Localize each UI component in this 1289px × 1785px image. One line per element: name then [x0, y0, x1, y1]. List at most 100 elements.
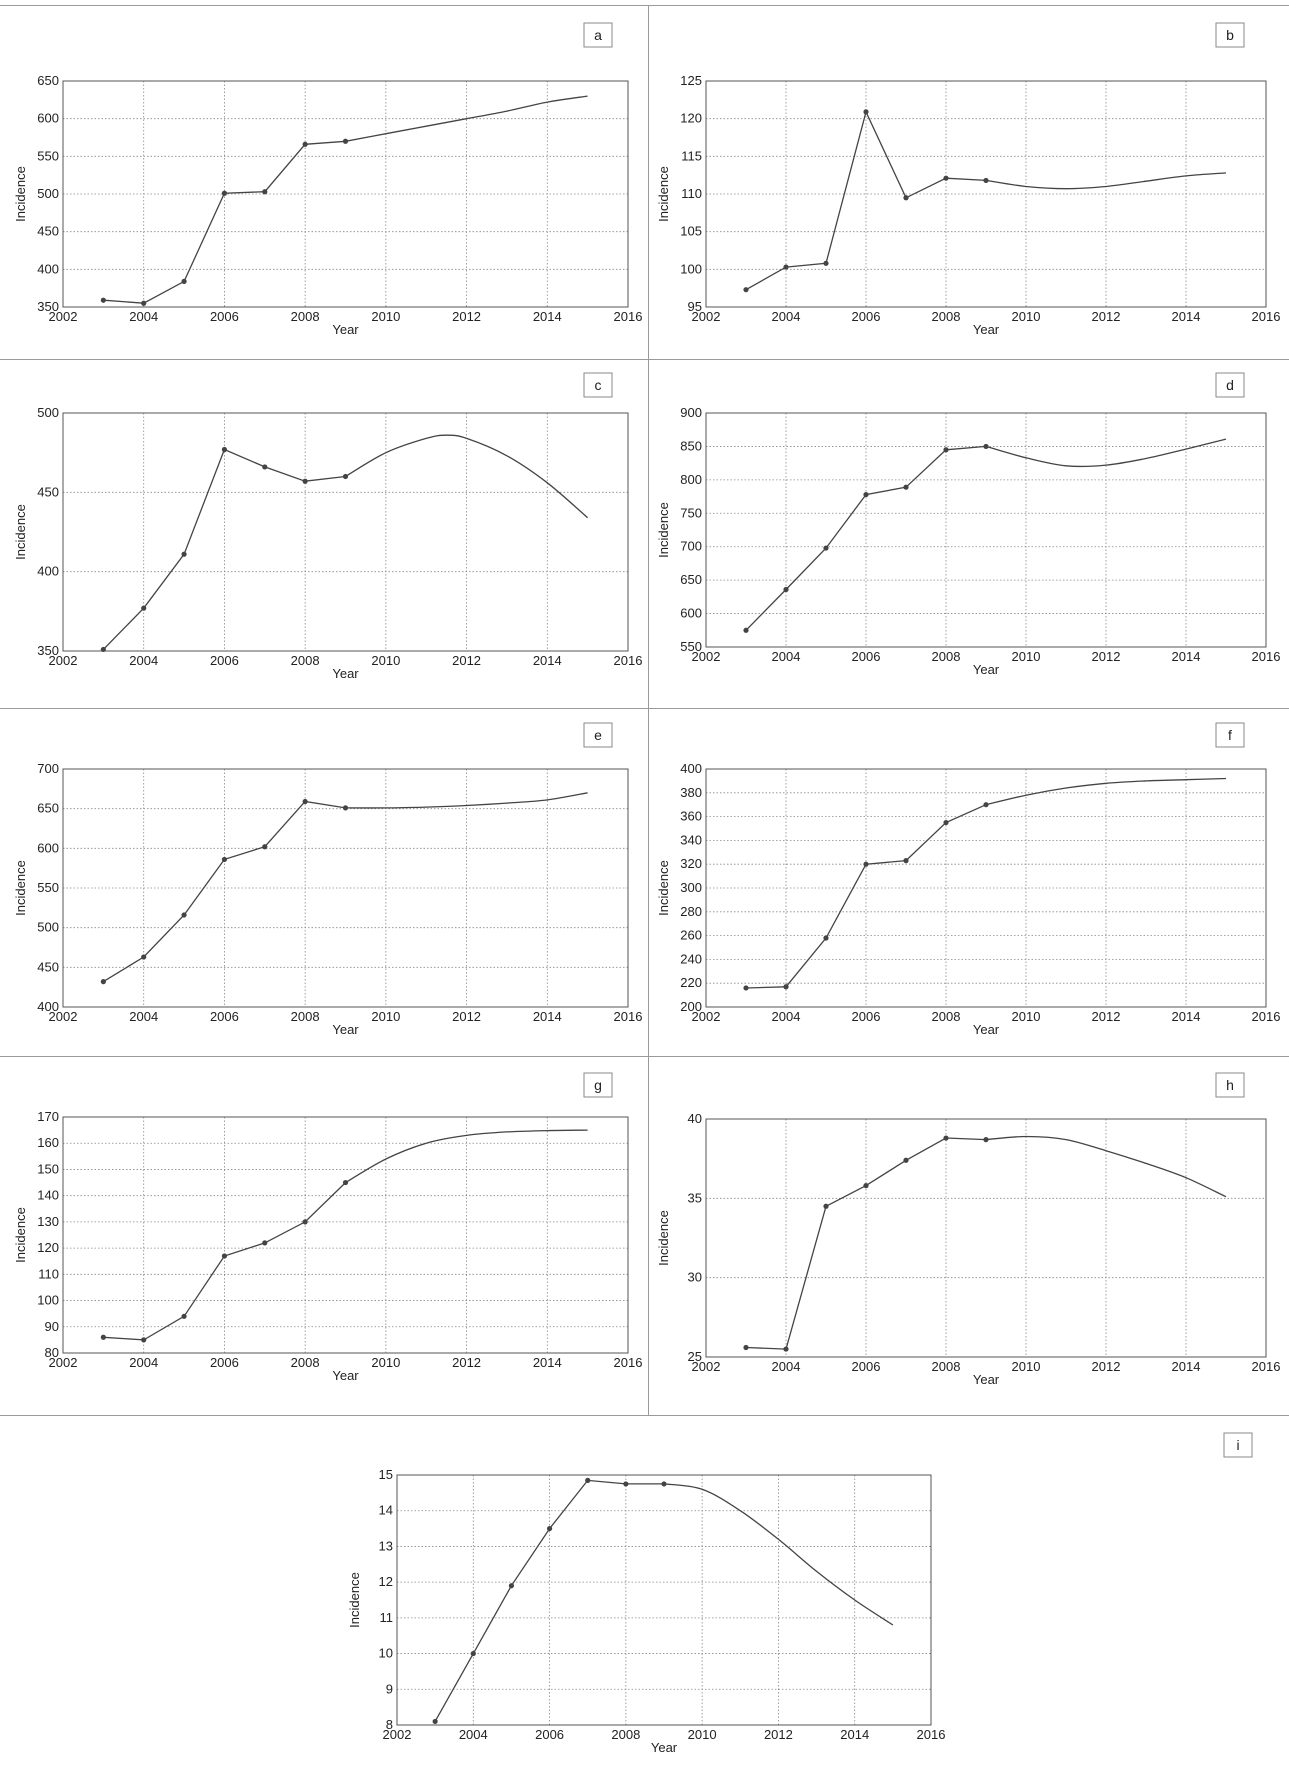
- y-tick-label: 500: [37, 186, 59, 201]
- panel-divider: [648, 5, 649, 1415]
- data-point: [262, 1240, 268, 1246]
- y-tick-label: 100: [680, 261, 702, 276]
- y-tick-label: 450: [37, 959, 59, 974]
- data-point: [141, 1337, 147, 1343]
- x-tick-label: 2008: [932, 649, 961, 664]
- plot-frame: [62, 412, 629, 652]
- plot-frame: [705, 768, 1267, 1008]
- forecast-series-line: [663, 1483, 894, 1626]
- data-point: [302, 141, 308, 147]
- data-point: [863, 491, 869, 498]
- data-point: [943, 447, 949, 453]
- data-point: [783, 1346, 789, 1352]
- data-point: [743, 287, 749, 293]
- panel-letter: a: [594, 27, 602, 43]
- data-point: [623, 1481, 629, 1487]
- x-tick-label: 2016: [614, 1355, 643, 1370]
- y-tick-label: 150: [37, 1161, 59, 1176]
- panel-divider: [0, 1415, 1289, 1416]
- x-tick-label: 2010: [371, 1355, 400, 1370]
- y-tick-label: 80: [45, 1345, 59, 1360]
- y-tick-label: 360: [680, 809, 702, 824]
- x-tick-label: 2006: [210, 1355, 239, 1370]
- x-tick-label: 2004: [772, 1009, 801, 1024]
- observed-series-line: [102, 448, 346, 650]
- panel-letter: f: [1228, 727, 1232, 743]
- forecast-series-line: [345, 95, 588, 142]
- y-tick-label: 11: [380, 1610, 394, 1625]
- data-point: [823, 935, 829, 941]
- y-tick-label: 105: [680, 224, 702, 239]
- y-axis-title: Incidence: [13, 504, 28, 560]
- x-tick-label: 2014: [533, 653, 562, 668]
- y-tick-label: 10: [379, 1646, 393, 1661]
- x-tick-label: 2012: [1092, 1359, 1121, 1374]
- y-tick-label: 110: [681, 186, 702, 201]
- x-tick-label: 2002: [692, 1359, 721, 1374]
- plot-frame: [705, 412, 1267, 648]
- x-tick-label: 2012: [1092, 309, 1121, 324]
- chart-svg: f 2002 2004 2006 2008 2010 2012 2014 2016 200 220 2…: [656, 722, 1280, 1037]
- x-tick-label: 2008: [291, 653, 320, 668]
- panel-divider: [0, 5, 1289, 6]
- y-tick-label: 35: [688, 1190, 702, 1205]
- data-point: [546, 1525, 553, 1532]
- y-tick-label: 650: [37, 73, 59, 88]
- data-point: [470, 1650, 476, 1657]
- chart-svg: c 2002 2004 2006 2008 2010 2012 2014 2016 350 400 4…: [13, 372, 642, 681]
- y-tick-label: 340: [680, 832, 702, 847]
- y-tick-label: 8: [386, 1717, 393, 1732]
- y-tick-label: 400: [37, 999, 59, 1014]
- y-tick-label: 120: [680, 111, 702, 126]
- chart-svg: a 2002 2004 2006 2008 2010 2012 2014 2016 350 400 4…: [13, 22, 642, 337]
- grid: [63, 413, 628, 651]
- y-tick-label: 40: [688, 1111, 702, 1126]
- data-point: [342, 473, 349, 480]
- data-point: [783, 586, 789, 593]
- x-tick-label: 2002: [692, 309, 721, 324]
- grid: [63, 769, 628, 1007]
- data-point: [262, 189, 268, 195]
- panel-letter-box: [1215, 372, 1245, 398]
- data-point: [983, 1137, 989, 1143]
- chart-svg: b 2002 2004 2006 2008 2010 2012 2014 2016 95 100 10…: [656, 22, 1281, 337]
- x-tick-label: 2004: [772, 309, 801, 324]
- x-tick-label: 2016: [614, 1009, 643, 1024]
- x-tick-label: 2006: [852, 649, 881, 664]
- plot-frame: [62, 80, 629, 308]
- y-tick-label: 350: [37, 299, 59, 314]
- x-tick-label: 2012: [452, 1009, 481, 1024]
- data-point: [221, 856, 228, 863]
- x-tick-label: 2010: [371, 309, 400, 324]
- chart-panel-g: g 2002 2004 2006 2008 2010 2012 2014 2016 80 90 100…: [8, 1055, 648, 1415]
- y-axis-title: Incidence: [656, 1210, 671, 1266]
- y-tick-label: 200: [680, 999, 702, 1014]
- chart-panel-b: b 2002 2004 2006 2008 2010 2012 2014 2016 95 100 10…: [648, 5, 1288, 355]
- data-point: [508, 1583, 515, 1589]
- x-tick-label: 2006: [210, 653, 239, 668]
- y-tick-label: 380: [680, 785, 702, 800]
- y-tick-label: 400: [680, 761, 702, 776]
- panel-letter-box: [1215, 22, 1245, 48]
- x-tick-label: 2002: [383, 1727, 412, 1742]
- y-tick-label: 500: [37, 920, 59, 935]
- data-point: [342, 805, 349, 811]
- data-point: [302, 1219, 308, 1225]
- x-tick-label: 2010: [688, 1727, 717, 1742]
- x-axis-title: Year: [332, 666, 359, 681]
- data-point: [943, 175, 949, 181]
- x-tick-label: 2016: [1252, 309, 1281, 324]
- data-point: [863, 1183, 869, 1189]
- x-tick-label: 2008: [932, 309, 961, 324]
- x-tick-label: 2004: [772, 1359, 801, 1374]
- y-tick-label: 320: [680, 856, 702, 871]
- x-tick-label: 2008: [291, 309, 320, 324]
- y-tick-label: 600: [37, 840, 59, 855]
- y-tick-label: 600: [37, 111, 59, 126]
- data-point: [342, 138, 349, 144]
- plot-frame: [705, 1118, 1267, 1358]
- data-point: [262, 844, 268, 850]
- data-point: [783, 984, 789, 990]
- panel-letter-box: [583, 372, 613, 398]
- y-tick-label: 450: [37, 484, 59, 499]
